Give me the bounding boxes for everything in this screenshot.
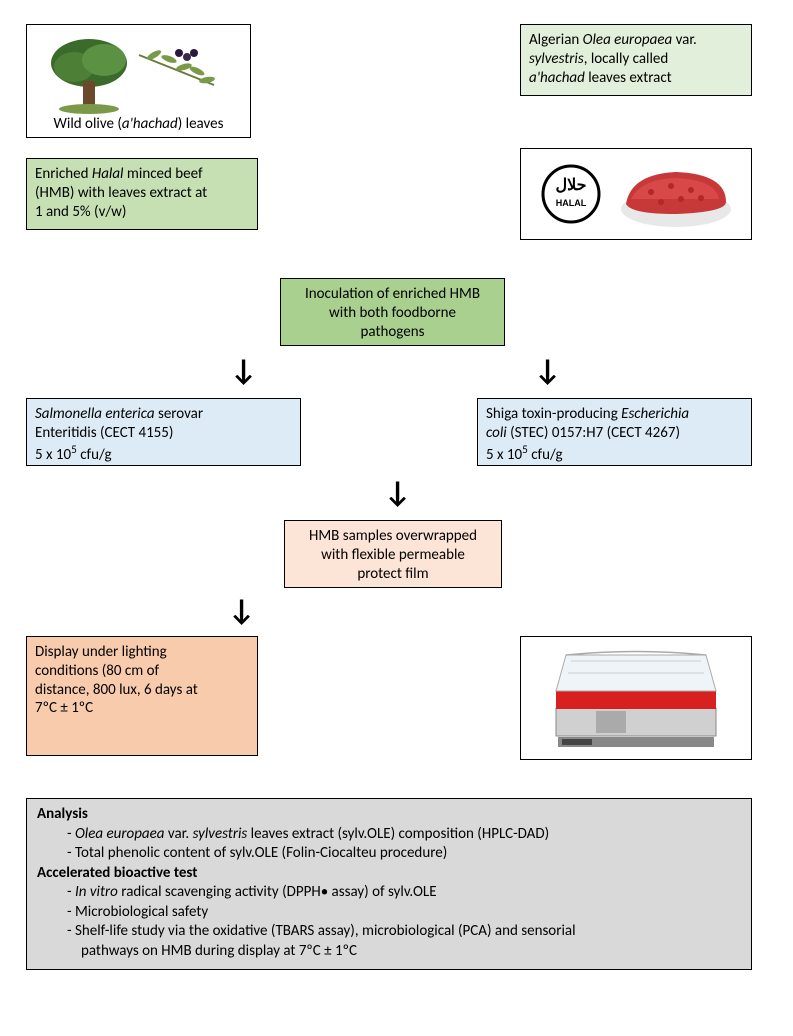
display-conditions-box: Display under lighting conditions (80 cm… [26,636,258,756]
arrow-down-icon: ↓ [534,356,561,386]
analysis-heading: Analysis [37,805,741,825]
arrow-down-icon: ↓ [230,356,257,386]
olive-tree-icon [39,35,239,115]
bioactive-item-cont: pathways on HMB during display at 7ºC ± … [37,942,741,962]
bioactive-item: In vitro radical scavenging activity (DP… [37,883,741,903]
analysis-box: Analysis Olea europaea var. sylvestris l… [26,798,752,970]
olive-caption: Wild olive (a'hachad) leaves [54,115,224,133]
arrow-down-icon: ↓ [228,596,255,626]
olive-leaves-image: Wild olive (a'hachad) leaves [26,24,251,138]
arrow-down-icon: ↓ [384,478,411,508]
display-case-icon [536,643,736,753]
analysis-item: Olea europaea var. sylvestris leaves ext… [37,825,741,845]
overwrap-box: HMB samples overwrapped with flexible pe… [284,520,502,588]
halal-meat-image: حلال HALAL [520,148,752,240]
analysis-item: Total phenolic content of sylv.OLE (Foli… [37,844,741,864]
svg-text:HALAL: HALAL [556,198,587,208]
stec-box: Shiga toxin-producing Escherichia coli (… [477,398,752,466]
inoculation-box: Inoculation of enriched HMB with both fo… [280,278,505,346]
bioactive-item: Shelf-life study via the oxidative (TBAR… [37,922,741,942]
salmonella-box: Salmonella enterica serovar Enteritidis … [26,398,301,466]
display-case-image [520,636,752,760]
halal-meat-icon: حلال HALAL [531,154,741,234]
svg-text:حلال: حلال [555,177,586,194]
bioactive-heading: Accelerated bioactive test [37,864,741,884]
algerian-extract-box: Algerian Olea europaea var. sylvestris, … [520,24,752,96]
bioactive-item: Microbiological safety [37,903,741,923]
enriched-hmb-box: Enriched Halal minced beef (HMB) with le… [26,158,258,230]
